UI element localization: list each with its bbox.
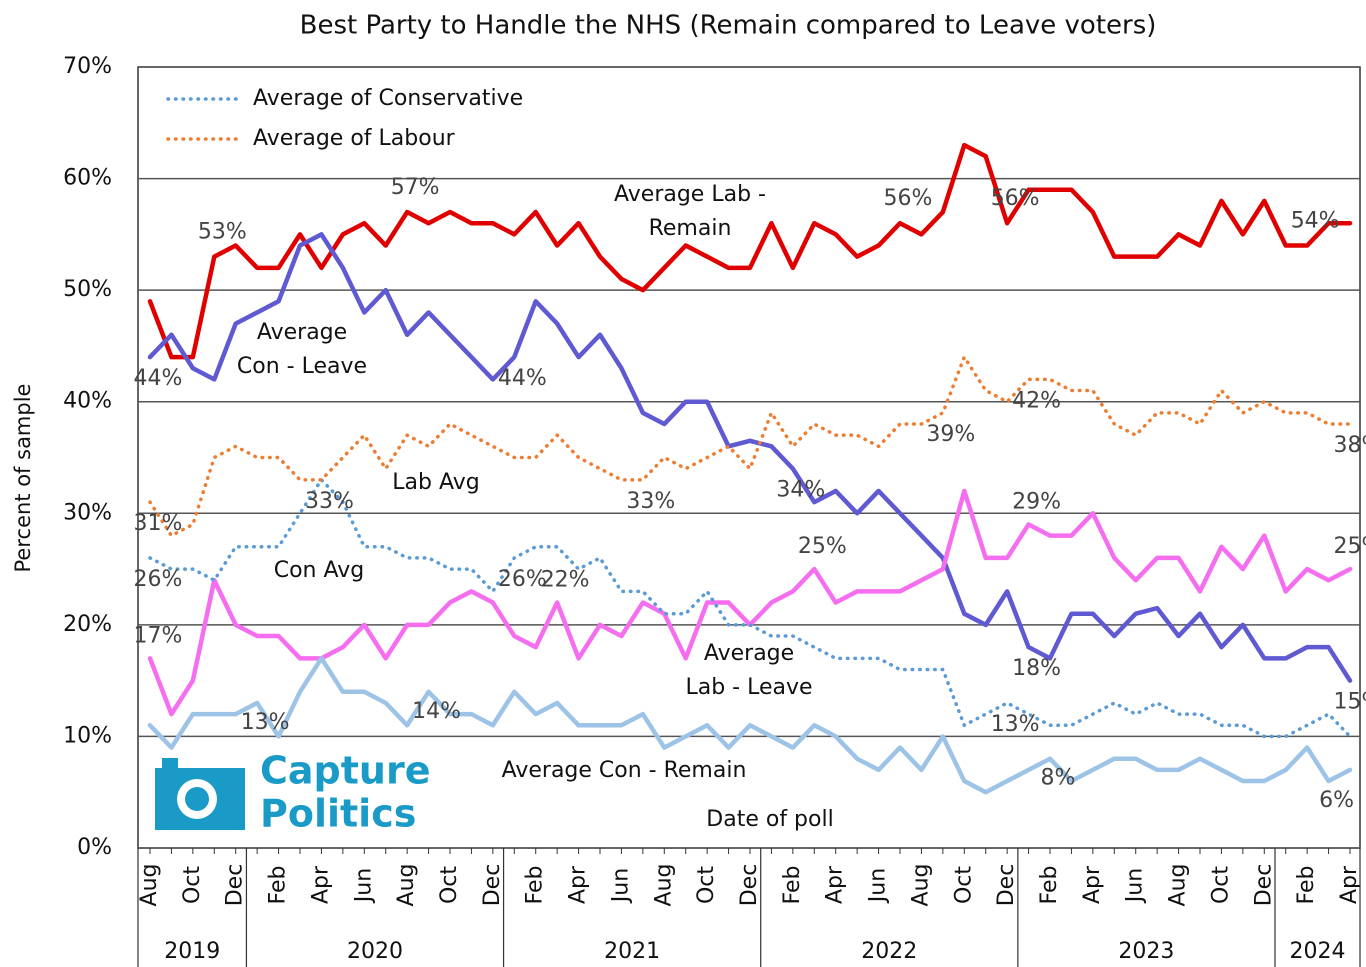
x-tick-label: Dec: [994, 864, 1019, 907]
annotation: Remain: [649, 216, 732, 241]
data-label: 33%: [626, 489, 675, 514]
x-tick-label: Apr: [308, 865, 333, 904]
year-label: 2019: [164, 939, 220, 964]
x-tick-label: Apr: [566, 865, 591, 904]
data-label: 25%: [798, 534, 847, 559]
chart-title: Best Party to Handle the NHS (Remain com…: [300, 11, 1157, 41]
year-label: 2022: [861, 939, 917, 964]
data-label: 29%: [1012, 489, 1061, 514]
x-tick-label: Oct: [1208, 866, 1233, 904]
y-tick-label: 30%: [63, 500, 112, 525]
plot-background: [137, 66, 1361, 849]
x-tick-label: Aug: [1166, 864, 1191, 907]
x-tick-label: Oct: [180, 866, 205, 904]
x-tick-label: Aug: [908, 864, 933, 907]
logo: Capture Politics: [155, 749, 430, 836]
data-label: 53%: [198, 220, 247, 245]
logo-icon: [162, 758, 178, 770]
annotation: Average: [257, 320, 347, 345]
x-tick-label: Oct: [951, 866, 976, 904]
data-label: 17%: [134, 623, 183, 648]
x-axis-title: Date of poll: [706, 807, 833, 832]
y-tick-label: 0%: [77, 835, 112, 860]
data-label: 33%: [305, 489, 354, 514]
y-tick-label: 40%: [63, 389, 112, 414]
legend-label: Average of Labour: [253, 126, 456, 151]
data-label: 44%: [498, 366, 547, 391]
annotation: Lab Avg: [392, 470, 479, 495]
annotation: Average Con - Remain: [502, 758, 747, 783]
x-tick-label: Dec: [223, 864, 248, 907]
data-label: 8%: [1041, 766, 1076, 791]
data-label: 56%: [884, 186, 933, 211]
series-line: [147, 142, 1353, 360]
y-tick-label: 20%: [63, 612, 112, 637]
legend-label: Average of Conservative: [253, 86, 523, 111]
series-line: [148, 355, 1352, 538]
x-tick-label: Dec: [737, 864, 762, 907]
x-tick-label: Feb: [1037, 866, 1062, 905]
x-tick-label: Oct: [694, 866, 719, 904]
x-tick-label: Dec: [1251, 864, 1276, 907]
data-label: 26%: [498, 567, 547, 592]
y-tick-label: 50%: [63, 277, 112, 302]
x-tick-label: Feb: [523, 866, 548, 905]
series-line: [147, 656, 1353, 795]
x-tick-label: Apr: [1080, 865, 1105, 904]
year-label: 2024: [1290, 939, 1346, 964]
annotation: Con - Leave: [237, 354, 367, 379]
data-label: 13%: [241, 710, 290, 735]
data-label: 15%: [1334, 690, 1366, 715]
data-label: 14%: [412, 699, 461, 724]
x-tick-label: Aug: [651, 864, 676, 907]
x-tick-label: Jun: [866, 868, 891, 904]
logo-icon: [185, 787, 209, 811]
data-label: 54%: [1291, 209, 1340, 234]
year-label: 2020: [347, 939, 403, 964]
annotation: Con Avg: [274, 558, 365, 583]
annotation: Average Lab -: [614, 182, 766, 207]
x-tick-label: Apr: [1337, 865, 1362, 904]
x-tick-label: Jun: [608, 868, 633, 904]
y-axis-title: Percent of sample: [11, 384, 35, 573]
logo-text: Politics: [260, 792, 416, 836]
x-tick-label: Feb: [1294, 866, 1319, 905]
data-label: 42%: [1012, 388, 1061, 413]
year-label: 2023: [1118, 939, 1174, 964]
data-label: 18%: [1012, 656, 1061, 681]
annotation: Average: [704, 641, 794, 666]
data-label: 34%: [776, 478, 825, 503]
x-tick-label: Oct: [437, 866, 462, 904]
x-tick-label: Jun: [351, 868, 376, 904]
x-tick-label: Apr: [823, 865, 848, 904]
data-label: 57%: [391, 175, 440, 200]
x-tick-label: Aug: [137, 864, 162, 907]
series-line: [147, 232, 1353, 683]
logo-text: Capture: [260, 749, 430, 793]
data-label: 44%: [134, 366, 183, 391]
x-tick-label: Jun: [1123, 868, 1148, 904]
y-tick-label: 70%: [63, 54, 112, 79]
series-line: [148, 478, 1352, 739]
data-label: 6%: [1319, 788, 1354, 813]
data-label: 25%: [1334, 534, 1366, 559]
x-tick-label: Aug: [394, 864, 419, 907]
year-label: 2021: [604, 939, 660, 964]
data-label: 39%: [926, 422, 975, 447]
data-label: 31%: [134, 511, 183, 536]
data-label: 38%: [1334, 433, 1366, 458]
annotation: Lab - Leave: [685, 675, 812, 700]
y-tick-label: 60%: [63, 166, 112, 191]
data-label: 13%: [991, 712, 1040, 737]
x-tick-label: Dec: [480, 864, 505, 907]
data-label: 56%: [991, 186, 1040, 211]
data-label: 22%: [541, 568, 590, 593]
x-tick-label: Feb: [266, 866, 291, 905]
data-label: 26%: [134, 567, 183, 592]
x-tick-label: Feb: [780, 866, 805, 905]
y-tick-label: 10%: [63, 723, 112, 748]
